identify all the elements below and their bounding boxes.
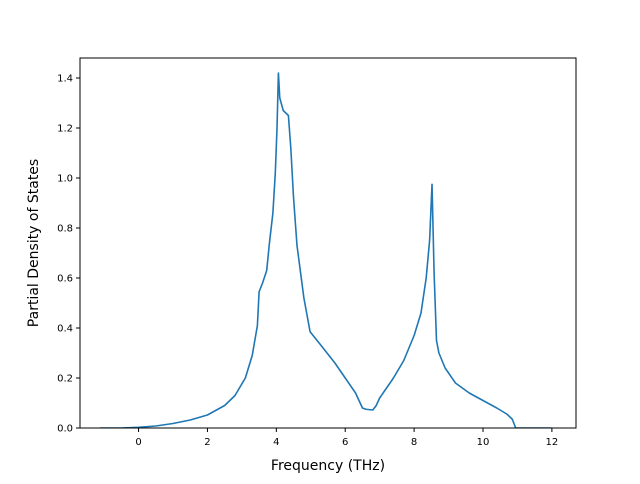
axes-frame: [79, 57, 577, 429]
y-axis-label: Partial Density of States: [26, 159, 42, 327]
x-tick-label: 0: [135, 437, 141, 448]
y-tick-label: 1.2: [57, 124, 73, 135]
series-line-0: [99, 72, 552, 428]
x-tick-label: 6: [342, 437, 348, 448]
x-tick-label: 10: [477, 437, 490, 448]
y-tick-label: 0.2: [57, 374, 73, 385]
y-tick-label: 0.0: [57, 424, 73, 435]
y-tick-label: 1.4: [57, 74, 73, 85]
y-tick-label: 0.6: [57, 274, 73, 285]
plot-area: [99, 72, 552, 428]
x-axis-label: Frequency (THz): [271, 458, 385, 474]
y-tick-label: 0.4: [57, 324, 73, 335]
y-tick-label: 1.0: [57, 174, 73, 185]
x-tick-label: 2: [204, 437, 210, 448]
x-tick-label: 8: [411, 437, 417, 448]
x-tick-label: 12: [546, 437, 559, 448]
y-tick-label: 0.8: [57, 224, 73, 235]
axis-ticks: 0 2 4 6 8 10 12 0.0 0.2 0.4 0.6 0.8 1.0 1.2 1.4: [57, 74, 558, 449]
x-tick-label: 4: [273, 437, 279, 448]
